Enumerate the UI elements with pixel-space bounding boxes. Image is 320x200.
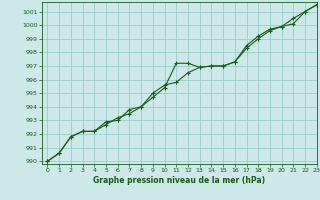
X-axis label: Graphe pression niveau de la mer (hPa): Graphe pression niveau de la mer (hPa) (93, 176, 265, 185)
